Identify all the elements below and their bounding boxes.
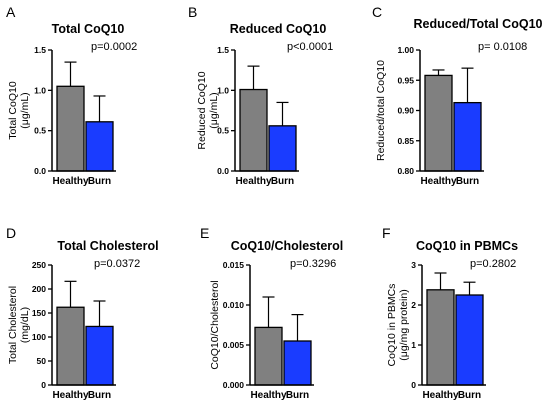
- panel-e-title: CoQ10/Cholesterol: [231, 239, 344, 253]
- panel-d-y-tick-label: 250: [32, 260, 46, 270]
- panel-a-bar-healthy: [56, 85, 85, 172]
- panel-e-category-label: Healthy: [250, 390, 287, 401]
- panel-a-category-label: Burn: [88, 176, 111, 187]
- panel-f-title: CoQ10 in PBMCs: [416, 239, 518, 253]
- panel-b-bar-burn: [268, 125, 297, 172]
- panel-b-ylabel-line: (μg/mL): [208, 92, 220, 128]
- panel-a-title: Total CoQ10: [52, 22, 125, 36]
- panel-c-category-label: Burn: [456, 176, 479, 187]
- panel-d-y-tick-label: 150: [32, 308, 46, 318]
- panel-a-y-tick-label: 0.0: [34, 166, 46, 176]
- panel-f-ylabel-line: CoQ10 in PBMCs: [386, 284, 398, 367]
- panel-f-letter: F: [382, 225, 391, 241]
- panel-c-category-label: Healthy: [420, 176, 457, 187]
- panel-d-ylabel-line: (mg/dL): [19, 307, 31, 343]
- panel-b-title: Reduced CoQ10: [230, 22, 327, 36]
- panel-c-ylabel-line: Reduced/total CoQ10: [375, 60, 387, 161]
- panel-d-pvalue: p=0.0372: [94, 258, 140, 270]
- panel-b-pvalue: p<0.0001: [287, 41, 333, 53]
- panel-d-ylabel-line: Total Cholesterol: [7, 286, 19, 364]
- panel-a-ylabel-line: Total CoQ10: [7, 81, 19, 140]
- panel-d-bar-healthy: [56, 306, 85, 386]
- panel-f-pvalue: p=0.2802: [470, 258, 516, 270]
- panel-f-y-tick-label: 3: [411, 260, 416, 270]
- panel-e-ylabel-line: CoQ10/Cholesterol: [209, 280, 221, 369]
- panel-d-y-tick-label: 200: [32, 284, 46, 294]
- panel-c-letter: C: [372, 4, 382, 20]
- panel-c-pvalue: p= 0.0108: [478, 41, 527, 53]
- panel-d-category-label: Healthy: [52, 390, 89, 401]
- panel-a-ylabel-line: (μg/mL): [19, 92, 31, 128]
- panel-b-y-tick-label: 1.5: [217, 45, 229, 55]
- panel-e-y-tick-label: 0.000: [223, 380, 245, 390]
- panel-c-bar-burn: [453, 101, 482, 172]
- panel-e-bar-healthy: [254, 326, 283, 386]
- panel-c-bar-healthy: [424, 74, 453, 172]
- panel-f-category-label: Healthy: [422, 390, 459, 401]
- panel-b-y-tick-label: 0.5: [217, 126, 229, 136]
- panel-c-y-tick-label: 0.95: [397, 75, 414, 85]
- panel-f-category-label: Burn: [458, 390, 481, 401]
- panel-f-y-tick-label: 2: [411, 300, 416, 310]
- panel-b-bar-healthy: [239, 88, 268, 172]
- panel-d-letter: D: [6, 225, 16, 241]
- panel-a-letter: A: [6, 4, 16, 20]
- panel-b-y-tick-label: 0.0: [217, 166, 229, 176]
- panel-e-y-tick-label: 0.015: [223, 260, 245, 270]
- panel-e-pvalue: p=0.3296: [290, 258, 336, 270]
- panel-b-ylabel-line: Reduced CoQ10: [196, 71, 208, 149]
- panel-f-ylabel-line: (μg/mg protein): [398, 289, 410, 360]
- panel-e-letter: E: [200, 225, 209, 241]
- panel-a-y-tick-label: 1.5: [34, 45, 46, 55]
- panel-b-y-tick-label: 1.0: [217, 85, 229, 95]
- panel-c-y-tick-label: 0.85: [397, 136, 414, 146]
- panel-c-y-tick-label: 1.00: [397, 45, 414, 55]
- panel-d-category-label: Burn: [88, 390, 111, 401]
- panel-e-category-label: Burn: [286, 390, 309, 401]
- panel-d-y-tick-label: 0: [41, 380, 46, 390]
- panel-c-title: Reduced/Total CoQ10: [414, 17, 543, 31]
- panel-b-category-label: Burn: [271, 176, 294, 187]
- panel-a-bar-burn: [85, 121, 114, 172]
- panel-f-y-tick-label: 1: [411, 340, 416, 350]
- panel-b-letter: B: [188, 4, 197, 20]
- panel-d-bar-burn: [85, 325, 114, 386]
- panel-e-y-tick-label: 0.005: [223, 340, 245, 350]
- panel-d-y-tick-label: 100: [32, 332, 46, 342]
- panel-e-y-tick-label: 0.010: [223, 300, 245, 310]
- panel-f-bar-healthy: [426, 289, 455, 386]
- panel-a-y-tick-label: 0.5: [34, 126, 46, 136]
- panel-a-pvalue: p=0.0002: [91, 41, 137, 53]
- panel-b-category-label: Healthy: [235, 176, 272, 187]
- panel-d-title: Total Cholesterol: [57, 239, 158, 253]
- panel-a-y-tick-label: 1.0: [34, 85, 46, 95]
- panel-a-category-label: Healthy: [52, 176, 89, 187]
- panel-f-y-tick-label: 0: [411, 380, 416, 390]
- panel-e-bar-burn: [283, 340, 312, 386]
- panel-f-bar-burn: [455, 294, 484, 386]
- panel-c-y-tick-label: 0.90: [397, 106, 414, 116]
- panel-c-y-tick-label: 0.80: [397, 166, 414, 176]
- panel-d-y-tick-label: 50: [37, 356, 47, 366]
